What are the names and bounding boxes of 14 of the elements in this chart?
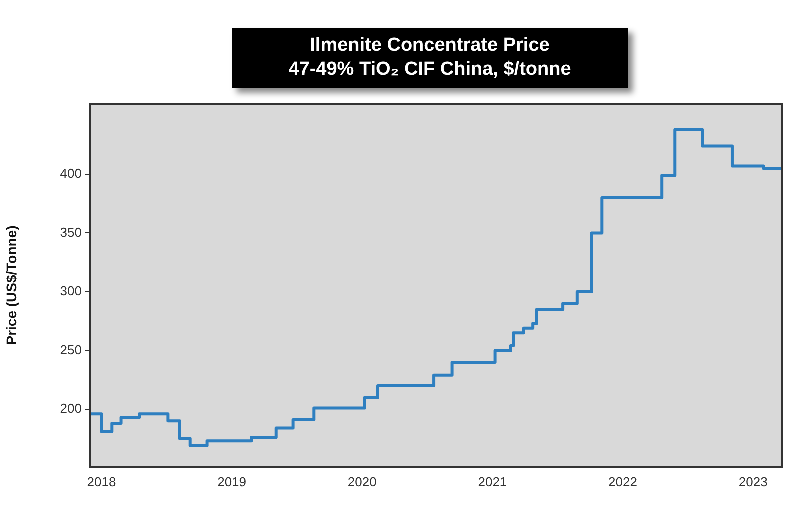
x-tick-label: 2019 — [218, 474, 247, 490]
chart-subtitle: 47-49% TiO₂ CIF China, $/tonne — [288, 58, 572, 82]
y-axis-title: Price (US$/Tonne) — [3, 226, 20, 346]
x-tick-label: 2018 — [87, 474, 116, 490]
chart-title: Ilmenite Concentrate Price — [309, 34, 551, 58]
y-tick-label: 200 — [60, 401, 82, 416]
y-tick-label: 300 — [60, 284, 82, 299]
y-tick-label: 250 — [60, 342, 82, 358]
x-tick-label: 2023 — [738, 474, 768, 490]
x-tick-label: 2021 — [478, 474, 508, 490]
y-tick-label: 350 — [60, 224, 82, 240]
x-tick-label: 2022 — [608, 474, 638, 490]
x-tick-label: 2020 — [348, 474, 377, 490]
y-tick-label: 400 — [60, 166, 82, 182]
